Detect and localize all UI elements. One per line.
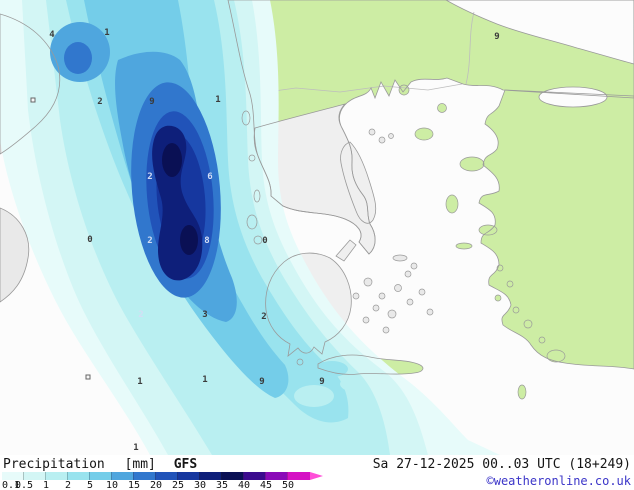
legend-title: Precipitation [mm] GFS [3, 457, 197, 472]
datetime-label: Sa 27-12-2025 00..03 UTC (18+249) [372, 457, 631, 472]
scale-tick-label: 5 [86, 480, 94, 490]
precipitation-layer [0, 0, 500, 455]
scale-tick-label: 15 [127, 480, 141, 490]
scale-tick-label: 40 [237, 480, 251, 490]
scale-tick-label: 0.5 [14, 480, 34, 490]
coastline-layer [0, 0, 634, 400]
legend-unit-label: [mm] [124, 457, 156, 472]
scale-tick-label: 25 [171, 480, 185, 490]
scale-tick-label: 10 [105, 480, 119, 490]
country-border-layer [251, 11, 475, 95]
scale-segment [89, 472, 112, 480]
scale-tick-label: 2 [64, 480, 72, 490]
scale-segment [199, 472, 222, 480]
weather-map-svg [0, 0, 634, 455]
color-scale-bar [2, 472, 323, 480]
legend-model-label: GFS [173, 457, 198, 472]
scale-segment [243, 472, 266, 480]
scale-segment [155, 472, 178, 480]
scale-segment [133, 472, 156, 480]
scale-tick-label: 0.1 [2, 480, 21, 490]
scale-tick-label: 30 [193, 480, 207, 490]
scale-tick-label: 50 [281, 480, 295, 490]
scale-tick-label: 45 [259, 480, 273, 490]
copyright-link[interactable]: ©weatheronline.co.uk [486, 474, 632, 488]
scale-segment [23, 472, 46, 480]
scale-segment [67, 472, 90, 480]
scale-segment [177, 472, 200, 480]
scale-arrow [310, 472, 323, 480]
scale-segment [287, 472, 310, 480]
scale-segment [265, 472, 288, 480]
scale-segment [2, 472, 24, 480]
legend-param-label: Precipitation [3, 457, 105, 472]
scale-segment [45, 472, 68, 480]
scale-tick-label: 35 [215, 480, 229, 490]
scale-segment [221, 472, 244, 480]
scale-segment [111, 472, 134, 480]
scale-tick-label: 20 [149, 480, 163, 490]
scale-tick-label: 1 [42, 480, 50, 490]
legend-bar: Precipitation [mm] GFS 0.1 0.5 1 2 5 10 15 20 25… [0, 455, 634, 490]
